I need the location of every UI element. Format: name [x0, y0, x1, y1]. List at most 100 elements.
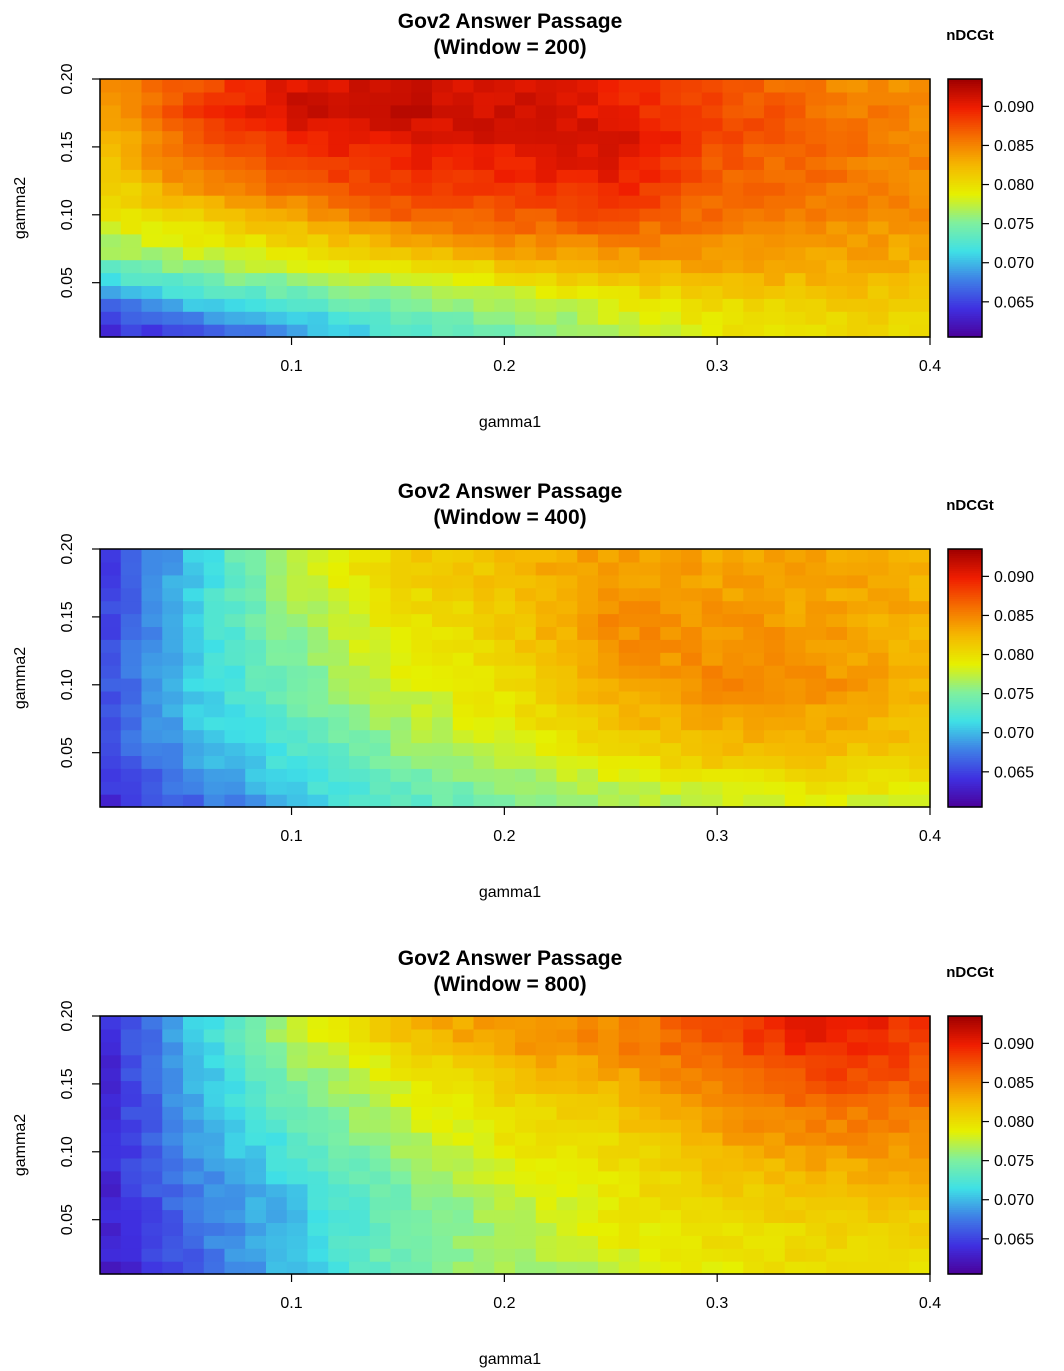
colorbar-swatch — [948, 1063, 982, 1067]
heatmap-cell — [411, 742, 433, 756]
heatmap-cell — [784, 233, 807, 248]
heatmap-cell — [432, 794, 454, 808]
heatmap-cell — [224, 1054, 246, 1069]
heatmap-cell — [328, 220, 350, 235]
chart-title-line1: Gov2 Answer Passage — [398, 10, 623, 33]
heatmap-cell — [764, 690, 786, 705]
heatmap-cell — [141, 781, 163, 795]
heatmap-cell — [535, 1093, 558, 1107]
heatmap-cell — [266, 1080, 288, 1094]
heatmap-cell — [203, 1132, 226, 1146]
heatmap-cell — [390, 716, 412, 731]
heatmap-cell — [826, 1145, 848, 1159]
heatmap-cell — [535, 298, 558, 312]
heatmap-cell — [701, 1170, 724, 1185]
heatmap-cell — [494, 1248, 516, 1262]
heatmap-cell — [639, 587, 661, 602]
heatmap-cell — [120, 574, 143, 589]
heatmap-cell — [867, 1196, 890, 1211]
heatmap-cell — [722, 208, 744, 222]
heatmap-cell — [432, 613, 454, 627]
colorbar-swatch — [948, 628, 982, 632]
chart-title-line1: Gov2 Answer Passage — [398, 480, 623, 503]
heatmap-cell — [100, 703, 122, 718]
heatmap-cell — [411, 716, 433, 731]
heatmap-cell — [245, 742, 267, 756]
heatmap-cell — [701, 324, 724, 338]
heatmap-cell — [224, 220, 246, 235]
colorbar-swatch — [948, 1177, 982, 1180]
heatmap-cell — [494, 665, 516, 679]
heatmap-cell — [245, 143, 267, 157]
heatmap-cell — [369, 1067, 392, 1082]
heatmap-cell — [743, 233, 765, 248]
heatmap-cell — [764, 143, 786, 157]
colorbar-tick-label: 0.065 — [994, 1231, 1034, 1248]
heatmap-cell — [100, 678, 122, 692]
heatmap-cell — [411, 195, 433, 209]
colorbar-swatch — [948, 1220, 982, 1223]
heatmap-cell — [909, 311, 931, 325]
heatmap-cell — [390, 1119, 412, 1133]
heatmap-cell — [764, 781, 786, 795]
heatmap-cell — [681, 574, 703, 589]
heatmap-cell — [681, 716, 703, 731]
heatmap-cell — [784, 169, 807, 183]
heatmap-cell — [598, 1132, 620, 1146]
heatmap-cell — [805, 561, 827, 576]
heatmap-cell — [369, 259, 392, 274]
heatmap-cell — [598, 1016, 620, 1030]
heatmap-cell — [328, 233, 350, 248]
heatmap-cell — [411, 755, 433, 769]
heatmap-cell — [847, 574, 869, 589]
heatmap-cell — [722, 1041, 744, 1056]
heatmap-cell — [909, 755, 931, 769]
heatmap-cell — [764, 1080, 786, 1094]
heatmap-cell — [183, 768, 205, 782]
heatmap-cell — [141, 561, 163, 576]
heatmap-cell — [639, 781, 661, 795]
heatmap-cell — [556, 755, 578, 769]
colorbar-swatch — [948, 203, 982, 207]
heatmap-cell — [286, 690, 309, 705]
heatmap-cell — [867, 117, 890, 132]
heatmap-cell — [535, 690, 558, 705]
heatmap-cell — [390, 1028, 412, 1043]
heatmap-cell — [701, 652, 724, 666]
heatmap-cell — [867, 311, 890, 325]
heatmap-cell — [681, 1041, 703, 1056]
colorbar-swatch — [948, 1203, 982, 1206]
heatmap-cell — [203, 1170, 226, 1185]
heatmap-cell — [847, 755, 869, 769]
heatmap-cell — [764, 574, 786, 589]
heatmap-cell — [826, 1016, 848, 1030]
heatmap-cell — [473, 549, 495, 563]
heatmap-cell — [100, 246, 122, 261]
heatmap-cell — [494, 1132, 516, 1146]
heatmap-cell — [183, 1183, 205, 1198]
colorbar-swatch — [948, 1192, 982, 1196]
heatmap-cell — [266, 587, 288, 602]
heatmap-cell — [888, 1054, 910, 1069]
heatmap-cell — [266, 143, 288, 157]
heatmap-cell — [888, 208, 910, 222]
heatmap-cell — [245, 600, 267, 615]
heatmap-cell — [764, 742, 786, 756]
heatmap-cell — [909, 156, 931, 170]
colorbar-swatch — [948, 205, 982, 209]
heatmap-cell — [764, 561, 786, 576]
heatmap-cell — [888, 285, 910, 299]
heatmap-cell — [349, 587, 371, 602]
colorbar-swatch — [948, 785, 982, 789]
heatmap-cell — [660, 208, 682, 222]
heatmap-cell — [681, 1054, 703, 1069]
heatmap-cell — [286, 285, 309, 299]
heatmap-cell — [183, 220, 205, 235]
heatmap-cell — [639, 755, 661, 769]
heatmap-cell — [473, 1222, 495, 1236]
heatmap-cell — [203, 1157, 226, 1172]
heatmap-cell — [867, 587, 890, 602]
colorbar-tick-label: 0.070 — [994, 725, 1034, 742]
heatmap-cell — [535, 587, 558, 602]
colorbar-swatch — [948, 1153, 982, 1157]
